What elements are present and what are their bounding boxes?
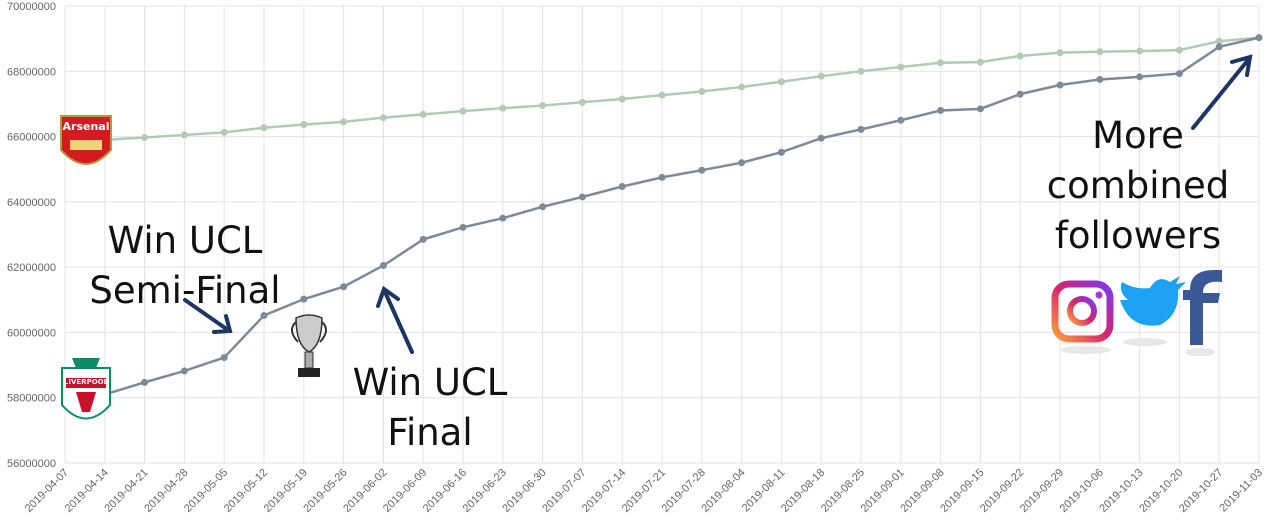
point xyxy=(976,105,984,113)
y-tick-label: 68000000 xyxy=(7,66,56,78)
point xyxy=(897,116,905,124)
point xyxy=(459,223,467,231)
y-tick-label: 60000000 xyxy=(7,327,56,339)
arsenal-crest: Arsenal xyxy=(60,115,112,165)
y-tick-label: 70000000 xyxy=(7,1,56,13)
point xyxy=(1215,37,1223,45)
arrows xyxy=(183,54,1253,354)
x-tick-label: 2019-11-03 xyxy=(1217,467,1265,515)
point xyxy=(1175,46,1183,54)
y-tick-label: 62000000 xyxy=(7,262,56,274)
point xyxy=(1215,43,1223,51)
annotation: More xyxy=(1092,114,1184,157)
point xyxy=(1056,49,1064,57)
point xyxy=(658,173,666,181)
point xyxy=(937,59,945,67)
point xyxy=(1096,75,1104,83)
point xyxy=(499,214,507,222)
point xyxy=(539,102,547,110)
y-tick-label: 56000000 xyxy=(7,458,56,470)
annotation: Final xyxy=(387,411,472,454)
point xyxy=(618,95,626,103)
point xyxy=(260,124,268,132)
point xyxy=(578,98,586,106)
point xyxy=(260,311,268,319)
logo-label: Arsenal xyxy=(63,120,110,133)
point xyxy=(220,128,228,136)
point xyxy=(141,134,149,142)
point xyxy=(1255,34,1263,42)
annotations: Win UCL Semi-Final Win UCL Final More combine… xyxy=(89,114,1229,454)
line xyxy=(104,36,1260,396)
point xyxy=(340,118,348,126)
point xyxy=(578,193,586,201)
point xyxy=(1016,52,1024,60)
annotation: followers xyxy=(1055,214,1221,257)
annotation: Semi-Final xyxy=(89,269,280,312)
point xyxy=(777,78,785,86)
point xyxy=(817,134,825,142)
point xyxy=(459,107,467,115)
point xyxy=(419,110,427,118)
point xyxy=(1056,81,1064,89)
point xyxy=(141,378,149,386)
trophy-icon xyxy=(291,314,327,377)
point xyxy=(857,67,865,75)
point xyxy=(817,72,825,80)
point xyxy=(738,83,746,91)
point xyxy=(857,125,865,133)
point xyxy=(180,131,188,139)
y-tick-label: 64000000 xyxy=(7,197,56,209)
point xyxy=(539,203,547,211)
point xyxy=(1096,48,1104,56)
point xyxy=(897,63,905,71)
line xyxy=(104,36,1260,142)
point xyxy=(419,235,427,243)
point xyxy=(1136,73,1144,81)
point xyxy=(738,159,746,167)
arrow xyxy=(376,285,414,354)
point xyxy=(1175,70,1183,78)
point xyxy=(180,367,188,375)
logo-label: LIVERPOOL xyxy=(64,378,109,386)
annotation: Win UCL xyxy=(108,219,263,262)
annotation: Win UCL xyxy=(353,361,508,404)
y-tick-label: 58000000 xyxy=(7,393,56,405)
point xyxy=(379,262,387,270)
point xyxy=(340,283,348,291)
y-tick-label: 66000000 xyxy=(7,132,56,144)
point xyxy=(1016,90,1024,98)
point xyxy=(300,120,308,128)
point xyxy=(777,148,785,156)
point xyxy=(618,183,626,191)
liverpool-crest: LIVERPOOL xyxy=(61,358,111,420)
arrow xyxy=(183,298,233,334)
point xyxy=(698,166,706,174)
social-icons xyxy=(1051,270,1222,356)
point xyxy=(300,295,308,303)
point xyxy=(658,91,666,99)
annotation: combined xyxy=(1047,164,1230,207)
point xyxy=(499,104,507,112)
point xyxy=(220,354,228,362)
point xyxy=(937,106,945,114)
point xyxy=(1136,47,1144,55)
point xyxy=(379,114,387,122)
arrow xyxy=(1191,54,1253,130)
point xyxy=(976,58,984,66)
point xyxy=(698,88,706,96)
